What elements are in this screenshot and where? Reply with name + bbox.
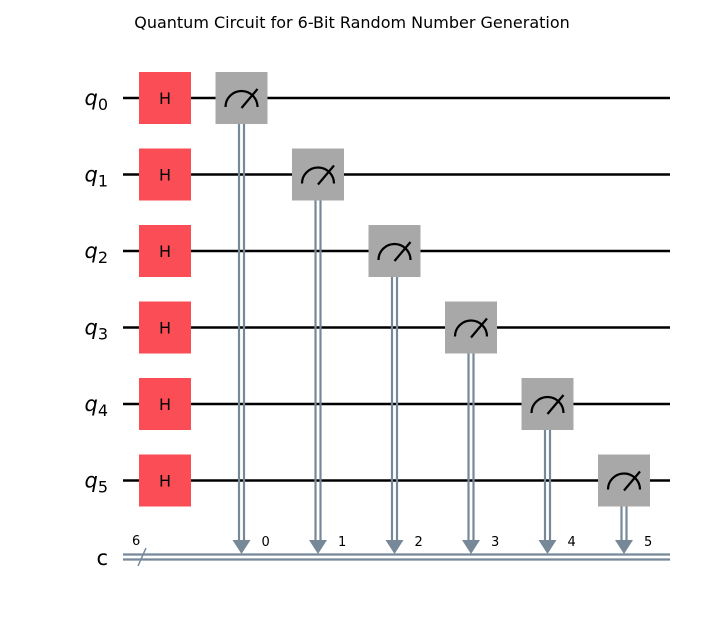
qubit-label-0: q0 [84,86,108,114]
qubit-letter: q [84,86,97,110]
qubit-index: 0 [98,95,108,114]
meter-needle-icon [623,470,641,492]
measure-gate-q5 [598,454,650,507]
measure-gate-q0 [215,72,268,124]
classical-register-label: c [96,546,108,570]
h-gate-q3 [139,301,191,354]
qubit-index: 3 [98,325,108,344]
meter-arc-icon [377,242,412,261]
qubit-letter: q [84,392,97,416]
h-gate-label: H [159,319,171,338]
qubit-label-2: q2 [84,239,108,267]
qubit-label-3: q3 [84,316,108,344]
measure-gate-q4 [521,378,574,430]
h-gate-q0 [139,72,191,124]
measure-gate-q3 [445,301,497,354]
measure-arrow-1 [309,540,327,554]
diagram-title: Quantum Circuit for 6-Bit Random Number … [134,13,570,32]
classical-bit-index-4: 4 [568,535,576,550]
qubit-letter: q [84,239,97,263]
qubit-label-4: q4 [84,392,108,420]
qubit-label-5: q5 [84,469,108,497]
classical-bit-index-5: 5 [644,535,652,550]
meter-arc-icon [453,319,489,337]
classical-bit-index-2: 2 [415,535,423,550]
qubit-index: 2 [98,248,108,267]
qubit-letter: q [84,469,97,493]
h-gate-label: H [159,89,171,108]
gates-layer: H H H H H H [139,72,650,507]
h-gate-q2 [139,225,191,277]
qubit-index: 5 [98,478,108,497]
classical-bundle-slash [137,547,147,567]
measure-arrow-4 [538,540,557,554]
h-gate-label: H [159,166,171,185]
h-gate-q4 [139,378,191,430]
h-gate-label: H [159,242,171,261]
meter-arc-icon [300,166,336,184]
measure-arrow-2 [385,540,404,554]
meter-needle-icon [240,88,259,109]
meter-arc-icon [530,395,565,414]
measure-arrow-3 [462,540,480,554]
measurement-links-layer [232,124,633,554]
qubit-index: 1 [98,172,108,191]
meter-needle-icon [393,241,412,262]
measure-arrow-5 [615,540,633,554]
classical-bit-index-0: 0 [262,535,270,550]
h-gate-q1 [139,148,191,201]
h-gate-q5 [139,454,191,507]
measure-gate-q1 [292,148,344,201]
classical-bit-index-1: 1 [338,535,346,550]
qubit-index: 4 [98,401,108,420]
qubit-label-1: q1 [84,163,108,191]
meter-needle-icon [546,394,565,415]
qubit-letter: q [84,163,97,187]
meter-needle-icon [317,164,335,186]
h-gate-label: H [159,395,171,414]
qubit-letter: q [84,316,97,340]
measure-gate-q2 [368,225,421,277]
meter-arc-icon [606,472,642,490]
meter-needle-icon [470,317,488,339]
classical-bit-index-3: 3 [491,535,499,550]
meter-arc-icon [224,89,259,108]
classical-register-size: 6 [132,534,140,549]
h-gate-label: H [159,472,171,491]
measure-arrow-0 [232,540,251,554]
